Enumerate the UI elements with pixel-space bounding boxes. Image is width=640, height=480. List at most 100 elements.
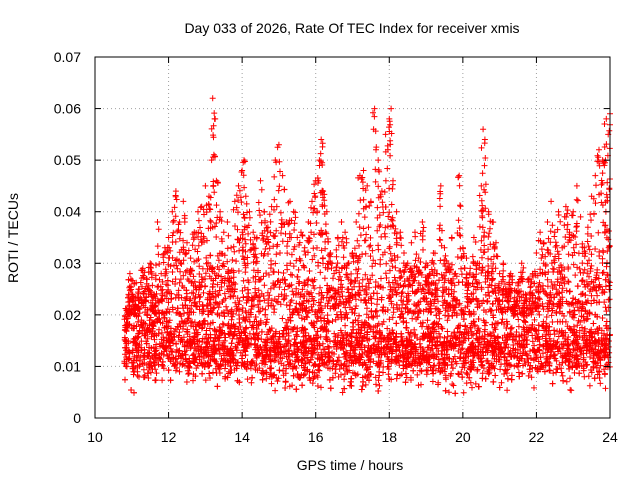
data-point-band — [436, 315, 443, 322]
data-point-band — [214, 383, 221, 390]
data-point-band — [166, 317, 173, 324]
data-point-band — [330, 343, 337, 350]
data-point-band — [551, 351, 558, 358]
data-point-band — [134, 334, 141, 341]
data-point-band — [513, 329, 520, 335]
data-point-band — [279, 315, 286, 322]
data-point-band — [603, 318, 610, 325]
data-point-band — [429, 378, 436, 385]
data-point-band — [594, 371, 601, 378]
data-point-band — [171, 328, 178, 334]
data-point-band — [546, 323, 553, 330]
data-point-band — [470, 331, 477, 338]
data-point-band — [549, 319, 556, 325]
data-point-band — [462, 354, 469, 361]
data-point-band — [202, 283, 209, 289]
data-point-band — [306, 359, 313, 366]
data-point-band — [283, 341, 290, 347]
data-point-band — [134, 372, 141, 379]
data-point-band — [508, 324, 515, 331]
data-point-band — [446, 389, 452, 396]
data-point-band — [409, 315, 416, 322]
data-point-band — [135, 318, 142, 325]
data-point-band — [458, 369, 465, 375]
data-point-band — [460, 360, 467, 367]
data-point-band — [597, 362, 604, 369]
data-point-band — [472, 380, 479, 387]
data-point-band — [529, 332, 536, 339]
data-point-band — [563, 378, 570, 385]
data-point-band — [399, 348, 406, 355]
data-point-band — [536, 341, 543, 348]
data-point-band — [234, 335, 240, 342]
data-point-band — [504, 387, 511, 394]
data-point-band — [343, 363, 349, 370]
data-point-band — [550, 370, 557, 377]
data-point-band — [587, 354, 593, 360]
data-point-band — [123, 363, 130, 370]
data-point-band — [479, 370, 486, 377]
data-point-band — [478, 359, 485, 366]
data-point-band — [342, 354, 348, 361]
data-point-band — [444, 333, 451, 340]
data-point-band — [480, 336, 487, 343]
data-point-band — [296, 375, 303, 381]
data-point-band — [143, 340, 150, 347]
data-point-band — [461, 364, 468, 371]
data-point-band — [583, 350, 590, 357]
data-point-band — [272, 387, 279, 394]
data-point-band — [156, 326, 162, 333]
data-point-band — [206, 370, 213, 377]
data-point-band — [555, 333, 562, 340]
data-point-band — [236, 319, 243, 326]
data-point-band — [168, 348, 175, 355]
data-point-band — [529, 338, 536, 345]
data-point-band — [229, 313, 236, 320]
data-point-band — [285, 339, 292, 346]
data-point-band — [132, 364, 139, 371]
data-point-band — [414, 371, 421, 378]
data-point-band — [499, 316, 506, 323]
data-point-band — [200, 355, 207, 361]
data-point-band — [540, 350, 546, 357]
data-point-band — [418, 381, 424, 388]
data-point-band — [594, 330, 601, 337]
data-point-band — [169, 354, 175, 361]
data-point-band — [525, 372, 532, 379]
data-point-band — [463, 380, 470, 387]
data-point-band — [498, 379, 505, 386]
data-point-band — [411, 326, 418, 333]
data-point-band — [144, 335, 151, 342]
data-point-band — [384, 325, 391, 332]
data-point-band — [429, 352, 436, 359]
data-point-band — [598, 335, 605, 341]
data-point-band — [236, 312, 242, 318]
data-point-band — [585, 373, 592, 380]
data-point-band — [542, 362, 549, 369]
data-point-band — [280, 362, 287, 369]
data-point-band — [484, 357, 491, 364]
data-point-band — [331, 330, 338, 337]
data-point-band — [258, 336, 265, 343]
data-point-band — [179, 337, 185, 343]
data-point-band — [441, 361, 448, 368]
data-point-band — [314, 383, 321, 389]
data-point-band — [483, 319, 489, 326]
data-point-band — [191, 341, 198, 348]
data-point-band — [424, 367, 431, 374]
data-point-band — [327, 385, 334, 392]
data-point-band — [601, 366, 607, 373]
data-point-band — [298, 347, 305, 354]
data-point-band — [458, 346, 465, 353]
data-point-band — [597, 380, 604, 387]
data-point-band — [183, 347, 190, 354]
data-point-band — [174, 265, 181, 272]
data-point-band — [528, 374, 535, 381]
data-point-band — [226, 370, 232, 377]
data-point-band — [362, 381, 369, 388]
data-point-band — [228, 367, 235, 373]
data-point-band — [386, 316, 393, 323]
data-point-band — [287, 343, 294, 349]
data-points — [121, 95, 613, 397]
data-point-band — [484, 298, 491, 305]
